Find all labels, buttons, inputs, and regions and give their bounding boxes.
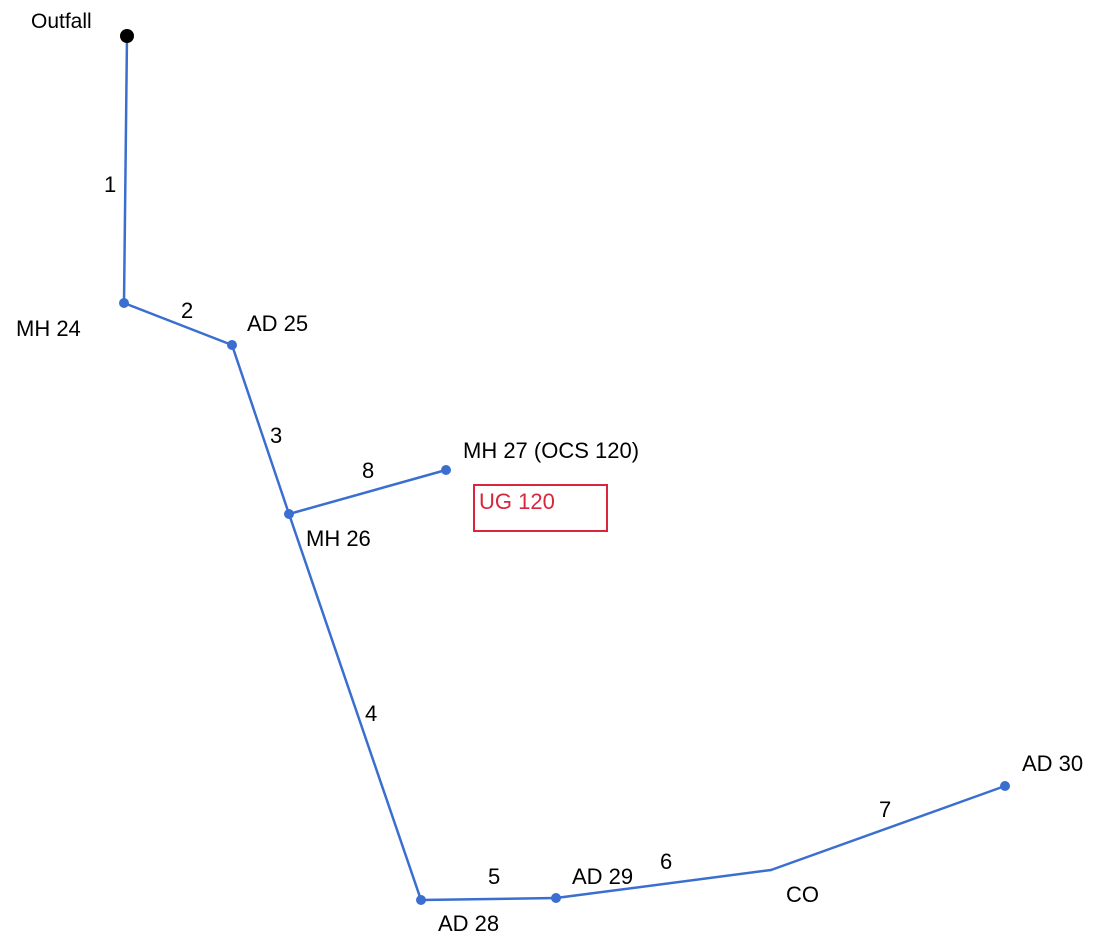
ug120-tag: UG 120 <box>473 484 608 532</box>
pipe-segment-8 <box>287 468 448 516</box>
segment-label-8: 8 <box>362 458 374 483</box>
node-label-mh27: MH 27 (OCS 120) <box>463 438 639 463</box>
segment-label-1: 1 <box>104 172 116 197</box>
segment-label-2: 2 <box>181 298 193 323</box>
node-mh24 <box>119 298 129 308</box>
node-ad30 <box>1000 781 1010 791</box>
ug120-tag-label: UG 120 <box>479 489 555 514</box>
node-mh27 <box>441 465 451 475</box>
node-label-mh24: MH 24 <box>16 316 81 341</box>
segment-label-4: 4 <box>365 701 377 726</box>
pipe-segment-1 <box>122 34 129 305</box>
node-mh26 <box>284 509 294 519</box>
node-ad29 <box>551 893 561 903</box>
pipe-segment-2 <box>122 301 234 347</box>
segment-label-7: 7 <box>879 797 891 822</box>
node-label-mh26: MH 26 <box>306 526 371 551</box>
pipe-segment-5 <box>419 896 558 902</box>
pipe-segment-6 <box>554 868 773 900</box>
segment-label-5: 5 <box>488 864 500 889</box>
node-label-co: CO <box>786 882 819 907</box>
segment-label-6: 6 <box>660 849 672 874</box>
node-label-ad30: AD 30 <box>1022 751 1083 776</box>
pipe-segment-3 <box>230 343 291 516</box>
node-ad25 <box>227 340 237 350</box>
node-label-ad25: AD 25 <box>247 311 308 336</box>
node-ad28 <box>416 895 426 905</box>
pipe-segment-7 <box>769 784 1007 872</box>
pipe-segment-4 <box>287 512 423 902</box>
outfall-label: Outfall <box>31 10 92 33</box>
node-label-ad28: AD 28 <box>438 911 499 936</box>
outfall-node <box>120 29 134 43</box>
node-label-ad29: AD 29 <box>572 864 633 889</box>
ug120-tag-box <box>473 484 608 532</box>
segment-label-3: 3 <box>270 423 282 448</box>
